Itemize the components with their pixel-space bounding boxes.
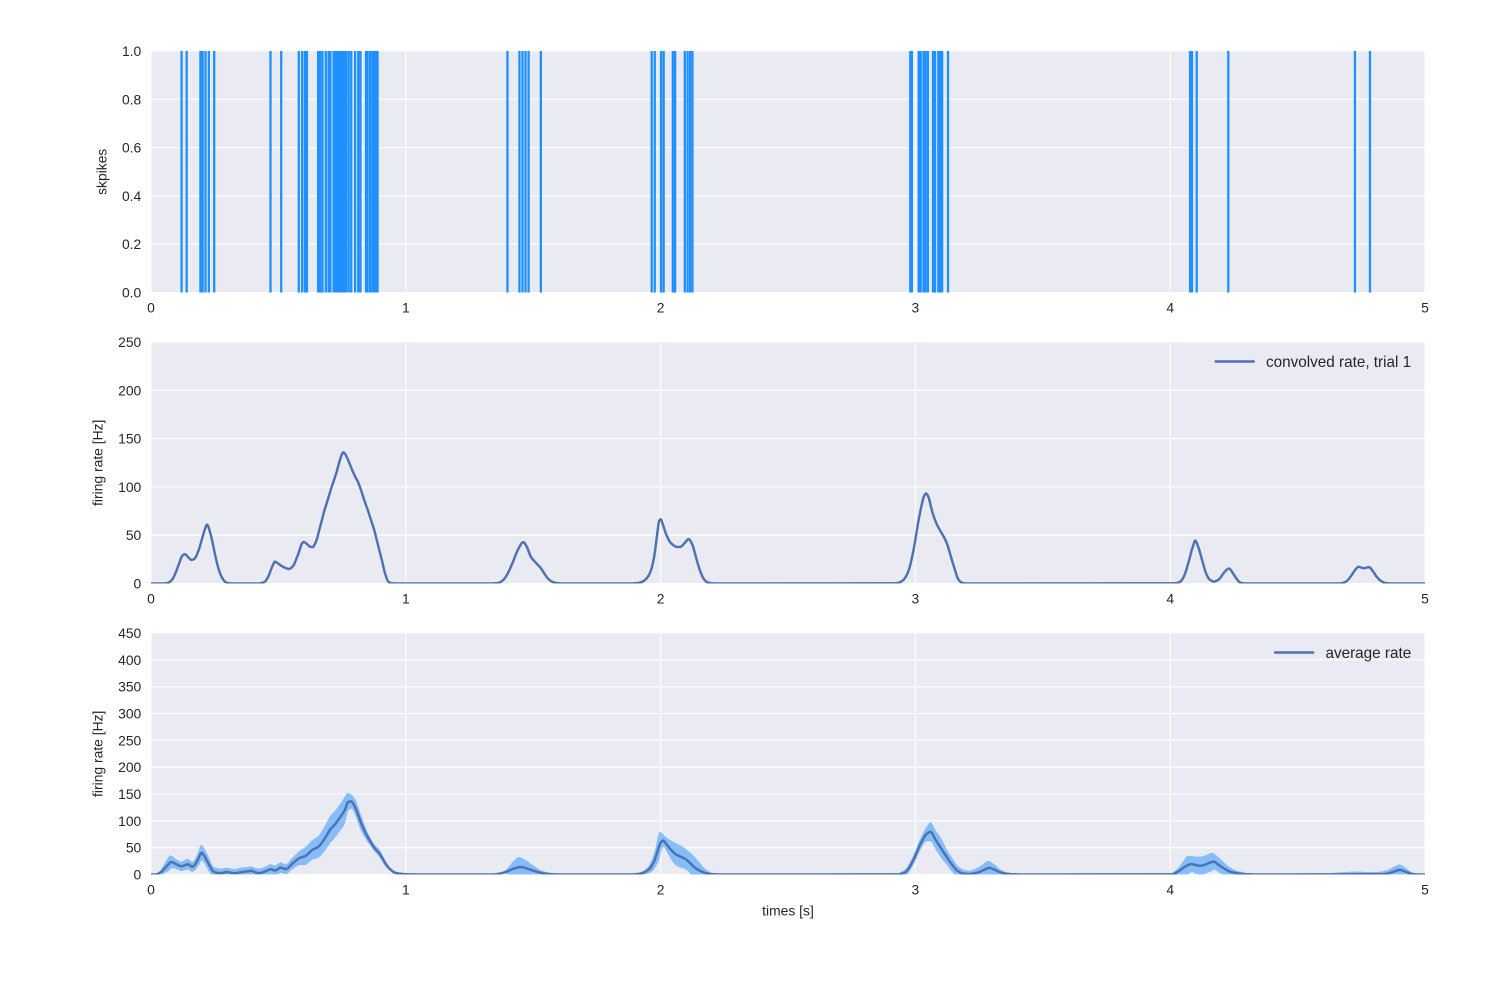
svg-text:0: 0: [134, 867, 142, 883]
svg-text:5: 5: [1421, 881, 1429, 897]
svg-text:skpikes: skpikes: [94, 149, 110, 195]
svg-text:250: 250: [118, 732, 141, 748]
svg-text:firing rate [Hz]: firing rate [Hz]: [90, 420, 106, 506]
svg-text:400: 400: [118, 652, 141, 668]
svg-text:5: 5: [1421, 590, 1429, 606]
svg-text:0.6: 0.6: [122, 140, 142, 156]
svg-text:4: 4: [1166, 299, 1174, 315]
svg-text:0.8: 0.8: [122, 91, 142, 107]
svg-text:450: 450: [118, 625, 141, 641]
svg-text:1: 1: [402, 881, 410, 897]
svg-text:2: 2: [657, 881, 665, 897]
svg-text:250: 250: [118, 334, 141, 350]
svg-text:convolved rate, trial 1: convolved rate, trial 1: [1266, 354, 1411, 371]
svg-text:4: 4: [1166, 881, 1174, 897]
svg-text:3: 3: [912, 881, 920, 897]
svg-text:50: 50: [126, 527, 142, 543]
svg-text:150: 150: [118, 786, 141, 802]
svg-text:2: 2: [657, 590, 665, 606]
svg-text:0.0: 0.0: [122, 285, 142, 301]
svg-text:300: 300: [118, 706, 141, 722]
svg-text:3: 3: [912, 299, 920, 315]
svg-text:1.0: 1.0: [122, 43, 142, 59]
svg-text:times [s]: times [s]: [762, 903, 814, 919]
svg-text:100: 100: [118, 813, 141, 829]
svg-text:firing rate [Hz]: firing rate [Hz]: [90, 711, 106, 797]
svg-text:0: 0: [147, 881, 155, 897]
svg-text:0: 0: [134, 576, 142, 592]
svg-text:0: 0: [147, 299, 155, 315]
svg-text:350: 350: [118, 679, 141, 695]
svg-text:5: 5: [1421, 299, 1429, 315]
svg-text:3: 3: [912, 590, 920, 606]
svg-text:200: 200: [118, 382, 141, 398]
svg-text:200: 200: [118, 759, 141, 775]
svg-text:1: 1: [402, 299, 410, 315]
svg-text:0.4: 0.4: [122, 188, 142, 204]
svg-text:4: 4: [1166, 590, 1174, 606]
svg-text:0: 0: [147, 590, 155, 606]
svg-text:50: 50: [126, 840, 142, 856]
svg-text:100: 100: [118, 479, 141, 495]
svg-text:2: 2: [657, 299, 665, 315]
svg-text:150: 150: [118, 431, 141, 447]
svg-text:1: 1: [402, 590, 410, 606]
svg-text:average rate: average rate: [1325, 645, 1411, 662]
svg-text:0.2: 0.2: [122, 236, 142, 252]
